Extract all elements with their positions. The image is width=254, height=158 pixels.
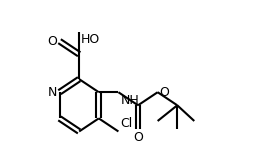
Text: N: N [48,86,58,99]
Text: NH: NH [120,94,139,106]
Text: O: O [160,86,169,99]
Text: O: O [133,131,143,144]
Text: HO: HO [81,33,100,46]
Text: Cl: Cl [120,116,133,130]
Text: O: O [48,35,58,48]
